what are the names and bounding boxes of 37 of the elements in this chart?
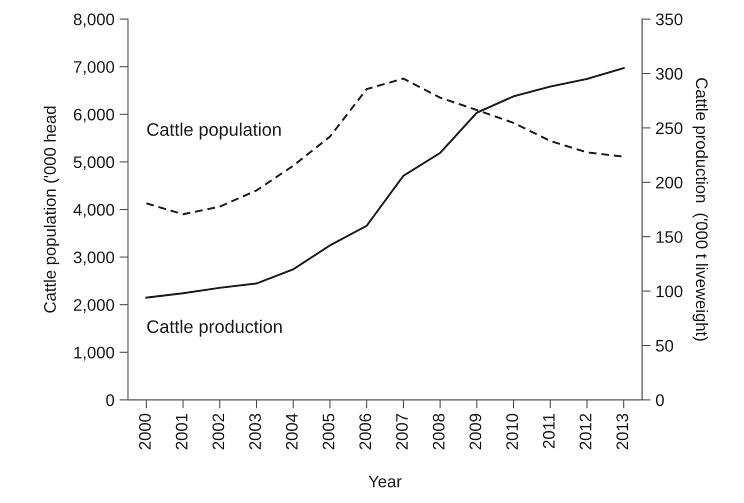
y2-tick-label: 100 <box>656 285 682 298</box>
y-axis-title: Cattle population ('000 head <box>44 106 60 313</box>
x-tick-label: 2008 <box>432 414 445 450</box>
x-tick-label: 2001 <box>176 414 188 450</box>
series-label: Cattle population <box>147 122 281 140</box>
x-tick-label: 2007 <box>396 414 408 450</box>
x-tick-label: 2004 <box>286 414 298 450</box>
x-tick-label: 2006 <box>359 414 372 450</box>
y2-tick-label: 150 <box>656 231 682 243</box>
line-series <box>145 67 625 299</box>
x-tick-label: 2009 <box>469 414 482 450</box>
y2-tick-label: 350 <box>656 14 682 26</box>
x-tick-label: 2011 <box>542 414 555 448</box>
y2-tick-label: 200 <box>656 176 682 189</box>
y-tick-label: 7,000 <box>74 61 114 75</box>
y-tick-label: 8,000 <box>74 14 114 28</box>
y-tick-label: 4,000 <box>73 204 114 218</box>
x-tick-label: 2010 <box>506 414 518 450</box>
y-tick-label: 5,000 <box>74 156 114 170</box>
y2-tick-label: 250 <box>656 122 682 134</box>
y2-axis-title: Cattle production ('000 t liveweight) <box>692 78 708 341</box>
y-tick-label: 2,000 <box>74 299 114 313</box>
y2-tick-label: 300 <box>656 68 682 80</box>
x-tick-label: 2012 <box>580 414 592 450</box>
x-tick-label: 2000 <box>139 414 151 450</box>
y-tick-label: 0 <box>106 394 114 406</box>
x-axis-title: Year <box>368 476 402 488</box>
y2-tick-label: 0 <box>656 394 664 406</box>
x-tick-label: 2003 <box>249 414 261 450</box>
x-tick-label: 2005 <box>322 414 334 450</box>
y-tick-label: 3,000 <box>74 251 114 266</box>
x-tick-label: 2013 <box>616 414 628 450</box>
y2-tick-label: 50 <box>656 340 674 352</box>
y-tick-label: 6,000 <box>74 108 114 122</box>
x-tick-label: 2002 <box>212 414 224 450</box>
series-label: Cattle production <box>147 320 282 337</box>
y-tick-label: 1,000 <box>74 346 114 360</box>
